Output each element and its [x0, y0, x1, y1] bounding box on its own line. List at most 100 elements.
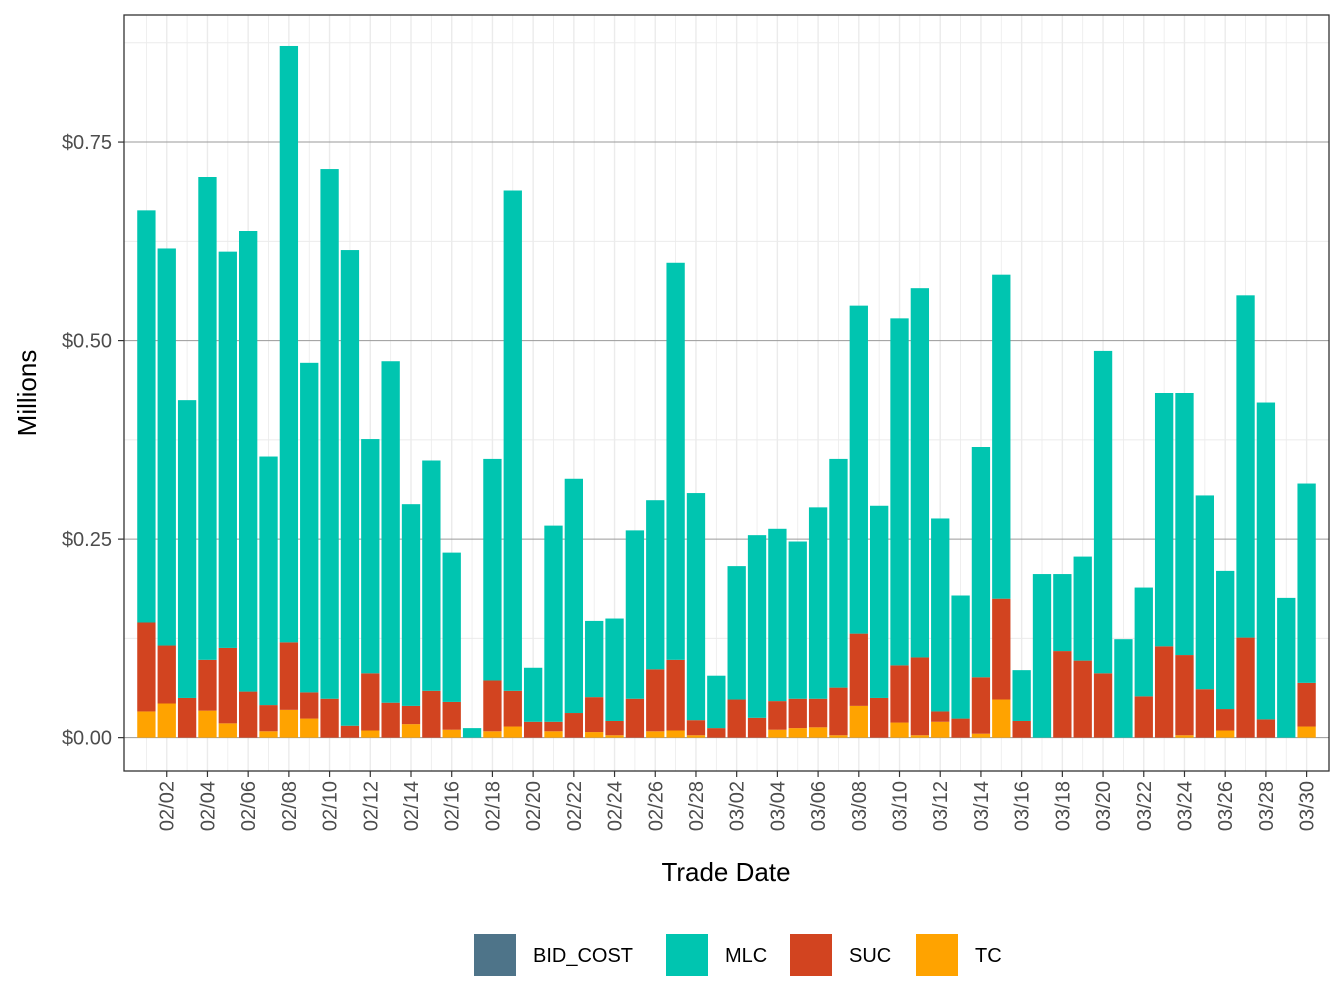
bar-mlc [910, 288, 930, 658]
bar-mlc [1134, 587, 1153, 697]
bar-tc [218, 723, 237, 738]
bar-mlc [992, 274, 1011, 599]
bar-mlc [951, 595, 970, 719]
bar-suc [849, 633, 868, 706]
y-tick-label: $0.75 [62, 132, 112, 154]
bar-mlc [1093, 350, 1113, 674]
bar-mlc [849, 305, 868, 634]
panel-border [123, 14, 1330, 772]
bar-tc [401, 724, 421, 738]
x-tick-label: 02/22 [564, 781, 586, 831]
bar-mlc [829, 458, 848, 688]
bar-suc [605, 720, 624, 736]
x-axis: 02/02 02/04 02/06 02/08 02/10 02/12 02/14 02/16… [157, 771, 1319, 831]
bar-tc [198, 710, 217, 738]
bar-mlc [1032, 574, 1052, 738]
bar-suc [1297, 682, 1316, 727]
bar-suc [361, 673, 380, 731]
bar-tc [483, 731, 502, 738]
bar-tc [259, 731, 278, 738]
bar-suc [401, 705, 421, 725]
bar-mlc [605, 618, 624, 721]
bar-suc [177, 697, 197, 738]
bar-mlc [422, 460, 441, 691]
bar-tc [503, 726, 522, 738]
x-tick-label: 02/06 [238, 781, 260, 831]
y-axis-title: Millions [12, 350, 42, 437]
bar-mlc [320, 169, 339, 699]
bar-suc [585, 697, 604, 733]
x-tick-label: 03/18 [1052, 781, 1074, 831]
bar-suc [1134, 696, 1153, 738]
bar-tc [808, 727, 828, 738]
bar-tc [544, 731, 563, 738]
x-axis-title: Trade Date [661, 857, 790, 887]
x-tick-label: 03/16 [1012, 781, 1034, 831]
legend-label-tc: TC [975, 945, 1002, 967]
bar-tc [992, 699, 1011, 738]
x-tick-label: 03/08 [849, 781, 871, 831]
x-tick-label: 02/24 [605, 781, 627, 831]
bar-mlc [279, 45, 299, 643]
bar-suc [564, 713, 583, 738]
bar-suc [1154, 646, 1174, 738]
bar-suc [544, 721, 563, 732]
bar-mlc [1154, 393, 1174, 647]
bar-tc [829, 735, 848, 738]
bar-suc [992, 598, 1011, 700]
bar-suc [808, 698, 828, 728]
bar-tc [931, 721, 950, 738]
bar-tc [1216, 730, 1235, 738]
bar-tc [1297, 726, 1316, 738]
bar-suc [483, 680, 502, 732]
x-tick-label: 02/12 [360, 781, 382, 831]
bar-mlc [157, 248, 176, 646]
x-tick-label: 03/30 [1297, 781, 1319, 831]
bar-mlc [686, 493, 706, 721]
bar-suc [910, 657, 930, 736]
bar-suc [300, 692, 319, 719]
bar-mlc [1256, 402, 1276, 720]
bar-suc [340, 725, 360, 738]
bar-suc [788, 698, 807, 729]
bar-suc [157, 645, 176, 704]
bar-mlc [503, 190, 522, 691]
bar-tc [910, 735, 930, 738]
bar-mlc [1195, 495, 1214, 690]
bar-suc [381, 702, 400, 738]
bar-mlc [646, 500, 665, 670]
bar-mlc [462, 728, 482, 738]
bar-suc [1175, 655, 1194, 736]
legend-key-suc [790, 934, 832, 976]
bar-tc [585, 732, 604, 738]
bar-mlc [483, 458, 502, 681]
bar-mlc [381, 361, 400, 703]
bar-suc [646, 669, 665, 732]
bar-suc [523, 721, 543, 738]
bar-mlc [361, 439, 380, 674]
bar-suc [768, 701, 787, 730]
x-tick-label: 03/20 [1093, 781, 1115, 831]
bar-suc [1073, 660, 1092, 738]
bar-mlc [1114, 639, 1133, 738]
bar-mlc [931, 518, 950, 712]
bar-tc [300, 718, 319, 738]
x-tick-label: 02/18 [482, 781, 504, 831]
legend: BID_COST MLC SUC TC [474, 934, 1002, 976]
bar-mlc [198, 177, 217, 660]
x-tick-label: 02/10 [320, 781, 342, 831]
bar-mlc [971, 447, 991, 678]
bar-suc [686, 720, 706, 736]
bar-mlc [218, 251, 237, 648]
x-tick-label: 03/28 [1256, 781, 1278, 831]
bar-tc [361, 730, 380, 738]
x-tick-label: 02/02 [157, 781, 179, 831]
bar-mlc [585, 620, 604, 698]
bar-mlc [137, 210, 156, 623]
legend-label-bid-cost: BID_COST [533, 945, 633, 967]
bar-mlc [1216, 570, 1235, 710]
bar-mlc [870, 505, 889, 698]
bar-mlc [259, 456, 278, 706]
bar-suc [1256, 719, 1276, 738]
bar-mlc [747, 535, 767, 718]
